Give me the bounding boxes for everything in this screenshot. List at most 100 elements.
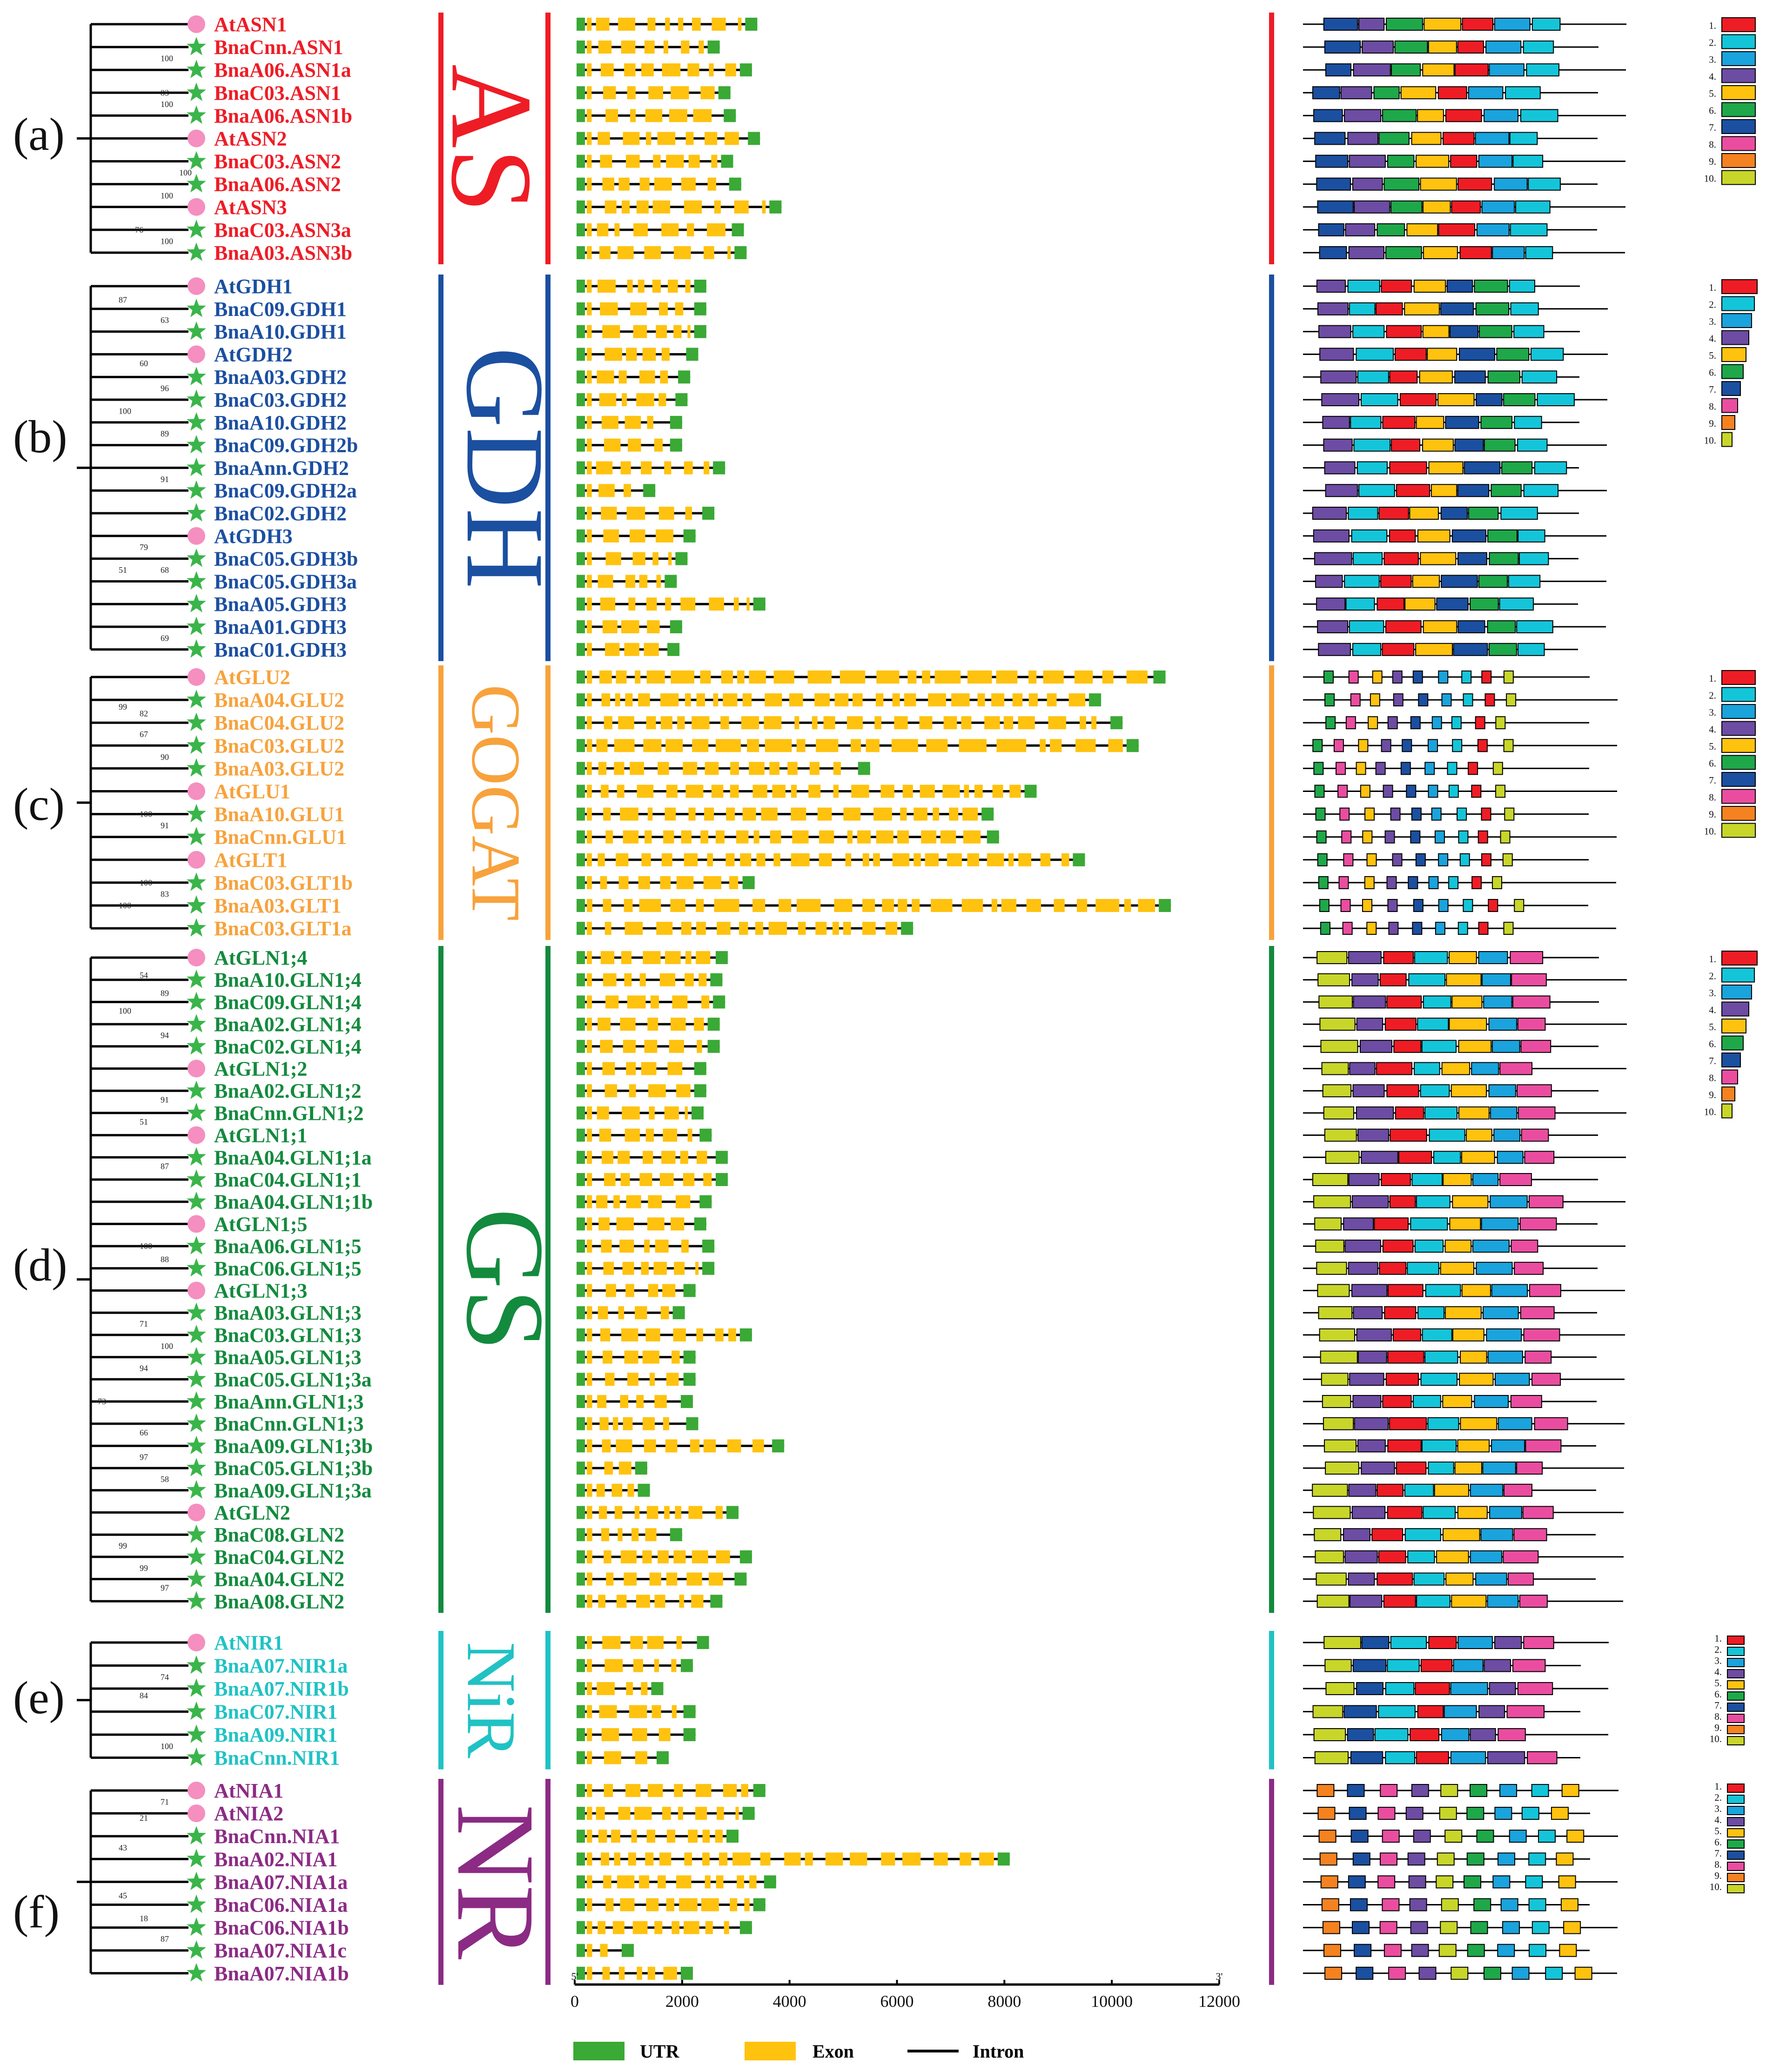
utr-block [769, 200, 782, 214]
utr-block [577, 1728, 585, 1741]
motif-box [1383, 177, 1419, 191]
gene-structure [577, 620, 682, 633]
exon-block [898, 899, 907, 912]
motif-architecture [1303, 1659, 1581, 1672]
motif-box [1387, 716, 1398, 730]
motif-box [1378, 1550, 1406, 1563]
motif-box [1344, 1550, 1378, 1563]
motif-box [1574, 1966, 1592, 1980]
exon-block [630, 1636, 643, 1649]
motif-box [1449, 951, 1477, 964]
gene-structure [577, 325, 706, 338]
exon-block [696, 693, 705, 707]
exon-block [587, 1572, 592, 1586]
motif-box [1385, 1682, 1415, 1695]
motif-box [1481, 853, 1491, 866]
brassica-marker-star [187, 1655, 206, 1674]
motif-box [1348, 951, 1382, 964]
brassica-marker-star [187, 617, 206, 635]
exon-block [764, 716, 782, 730]
exon-block [1061, 853, 1069, 866]
utr-block [721, 154, 733, 168]
motif-swatch [1721, 1019, 1746, 1033]
motif-box [1538, 1830, 1556, 1843]
gene-structure [577, 1151, 728, 1164]
exon-block [704, 246, 714, 259]
motif-number: 3. [1709, 54, 1716, 65]
exon-block [649, 1572, 661, 1586]
motif-box [1315, 1550, 1344, 1563]
exon-block [663, 40, 668, 54]
motif-architecture [1303, 507, 1579, 520]
motif-box [1349, 154, 1386, 168]
exon-block [587, 951, 592, 964]
phylogenetic-tree [77, 1789, 188, 1975]
motif-box [1483, 1966, 1501, 1980]
motif-box [1370, 693, 1380, 707]
utr-block [734, 246, 747, 259]
exon-block [605, 552, 621, 565]
exon-block [663, 1966, 677, 1980]
utr-block [577, 671, 585, 684]
arabidopsis-marker-circle [188, 1634, 205, 1651]
motif-box [1386, 995, 1422, 1009]
motif-box [1389, 461, 1427, 475]
motif-box [1498, 1728, 1526, 1741]
exon-block [621, 951, 632, 964]
exon-block [659, 1173, 674, 1186]
motif-architecture [1303, 1875, 1618, 1889]
family-bar-right [1269, 946, 1274, 1613]
gene-structure [577, 1852, 1010, 1866]
utr-block [764, 1875, 776, 1889]
motif-architecture [1303, 280, 1580, 293]
motif-architecture [1303, 739, 1617, 752]
exon-block [673, 1550, 686, 1563]
utr-block [577, 1240, 585, 1253]
motif-box [1356, 762, 1366, 775]
exon-block [603, 973, 617, 986]
exon-block [602, 325, 620, 338]
motif-box [1406, 785, 1417, 798]
exon-block [624, 899, 633, 912]
brassica-marker-star [187, 1678, 206, 1697]
motif-number: 4. [1709, 724, 1716, 735]
utr-block [577, 1784, 585, 1797]
gene-label: BnaAnn.GDH2 [214, 456, 349, 479]
motif-box [1383, 1595, 1416, 1608]
motif-box [1423, 620, 1457, 633]
utr-block [694, 325, 706, 338]
gene-structure [577, 716, 1123, 730]
gene-structure [577, 575, 677, 588]
structure-legend: UTR Exon Intron [573, 2041, 1024, 2062]
motif-architecture [1303, 620, 1606, 633]
exon-block [587, 1728, 592, 1741]
bootstrap-value: 100 [161, 100, 173, 109]
exon-block [717, 922, 731, 935]
motif-box [1527, 1751, 1558, 1764]
motif-box [1379, 1921, 1397, 1934]
family-bar-right [1269, 275, 1274, 661]
motif-swatch [1721, 721, 1756, 736]
motif-box [1325, 1462, 1359, 1475]
utr-block [577, 1898, 585, 1911]
motif-architecture [1303, 416, 1579, 429]
motif-box [1393, 693, 1404, 707]
exon-block [587, 1395, 592, 1408]
motif-box [1421, 1039, 1457, 1053]
utr-block [702, 507, 715, 520]
utr-block [577, 1084, 585, 1098]
motif-box [1441, 1728, 1470, 1741]
utr-block [577, 348, 585, 361]
gene-structure [577, 1830, 739, 1843]
utr-block [577, 1682, 585, 1695]
gene-structure [577, 1462, 647, 1475]
motif-swatch [1727, 1784, 1745, 1793]
motif-swatch [1727, 1703, 1745, 1712]
motif-number: 9. [1709, 418, 1716, 429]
utr-block [707, 1039, 720, 1053]
phylogenetic-tree [77, 676, 188, 930]
brassica-marker-star [187, 242, 206, 261]
exon-block [601, 1240, 612, 1253]
motif-swatch [1721, 772, 1756, 787]
exon-block [639, 370, 655, 384]
